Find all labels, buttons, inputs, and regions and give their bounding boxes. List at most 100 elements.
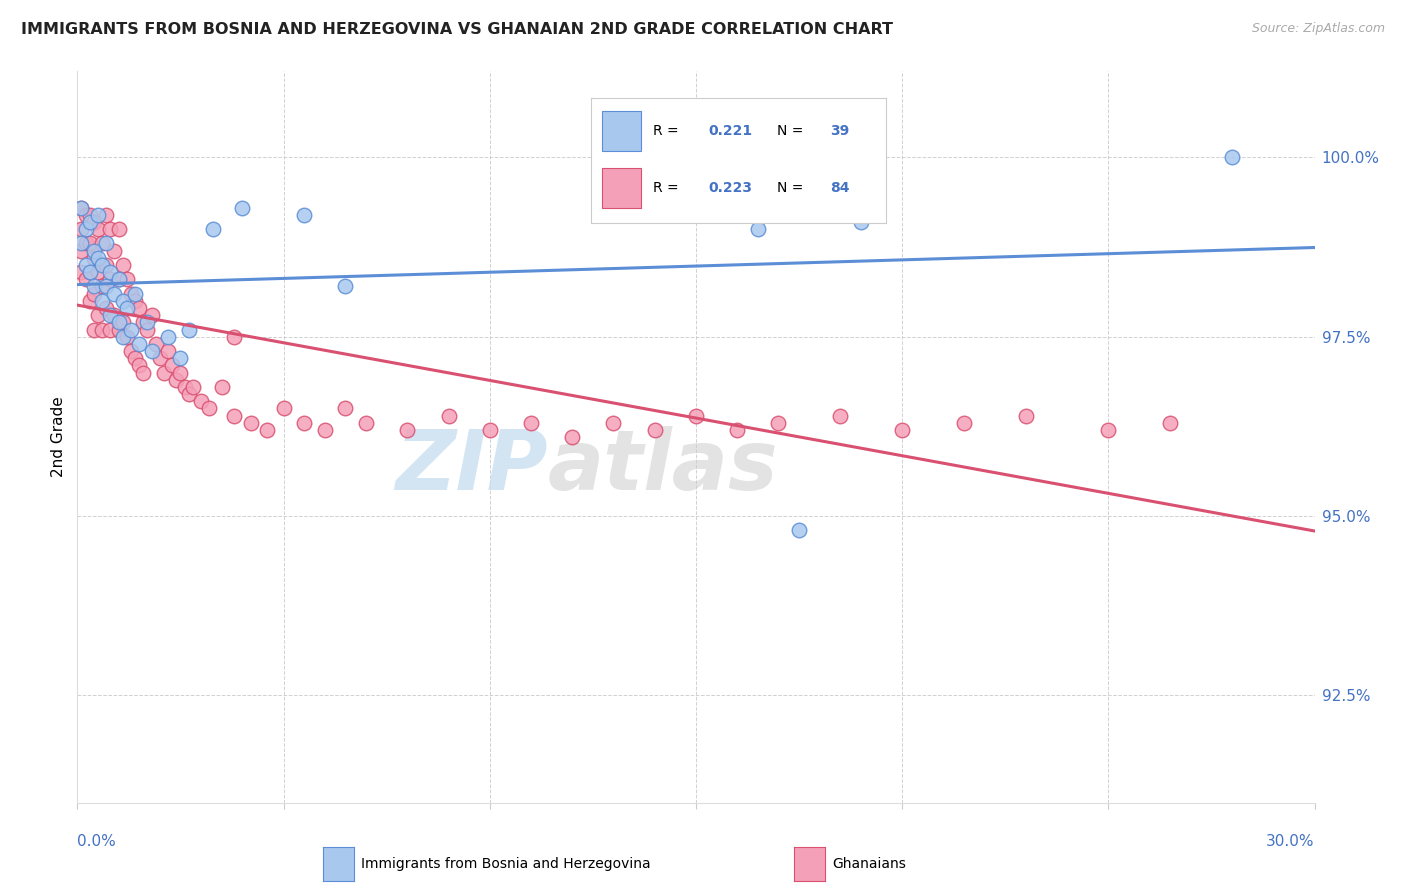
Point [747, 222, 769, 236]
Point [103, 286, 125, 301]
Point [292, 416, 315, 430]
Text: 30.0%: 30.0% [1267, 834, 1315, 849]
Point [83, 286, 105, 301]
Bar [602, 168, 641, 208]
Text: atlas: atlas [547, 425, 778, 507]
Point [120, 322, 142, 336]
Point [96, 208, 118, 222]
Text: 0.223: 0.223 [709, 181, 752, 195]
Point [75, 236, 97, 251]
Point [83, 244, 105, 258]
Text: R =: R = [652, 181, 682, 195]
Point [115, 329, 138, 343]
Point [124, 293, 146, 308]
Point [91, 293, 114, 308]
Point [103, 244, 125, 258]
Point [953, 416, 976, 430]
Point [222, 329, 245, 343]
Point [96, 236, 118, 251]
Point [335, 279, 357, 293]
Point [98, 322, 121, 336]
Text: 39: 39 [830, 124, 849, 137]
Point [70, 222, 93, 236]
Point [120, 286, 142, 301]
Point [75, 272, 97, 286]
Point [190, 394, 212, 409]
Point [141, 344, 163, 359]
Point [202, 222, 225, 236]
Text: 84: 84 [830, 181, 849, 195]
Text: Immigrants from Bosnia and Herzegovina: Immigrants from Bosnia and Herzegovina [361, 857, 651, 871]
Point [115, 272, 138, 286]
Point [157, 344, 180, 359]
Y-axis label: 2nd Grade: 2nd Grade [51, 397, 66, 477]
Point [128, 359, 150, 373]
Point [561, 430, 583, 444]
Point [83, 251, 105, 265]
Point [79, 265, 101, 279]
Point [136, 315, 159, 329]
Point [128, 301, 150, 315]
Point [124, 351, 146, 366]
Point [830, 409, 852, 423]
Point [79, 215, 101, 229]
Point [1220, 150, 1243, 164]
Point [314, 423, 336, 437]
Point [111, 293, 134, 308]
Point [75, 258, 97, 272]
Point [165, 373, 187, 387]
Point [1097, 423, 1119, 437]
Point [98, 272, 121, 286]
Point [83, 322, 105, 336]
Point [685, 409, 707, 423]
Point [664, 201, 686, 215]
Point [602, 416, 624, 430]
Point [153, 366, 176, 380]
Point [136, 322, 159, 336]
Point [520, 416, 543, 430]
Point [111, 329, 134, 343]
Point [70, 265, 93, 279]
Point [107, 322, 129, 336]
Point [96, 301, 118, 315]
Point [79, 293, 101, 308]
Point [787, 524, 810, 538]
Text: 0.221: 0.221 [709, 124, 752, 137]
Point [87, 265, 110, 279]
Point [231, 201, 253, 215]
Point [107, 222, 129, 236]
Point [98, 265, 121, 279]
Point [91, 258, 114, 272]
Point [145, 336, 167, 351]
Point [96, 279, 118, 293]
Point [437, 409, 460, 423]
Text: ZIP: ZIP [395, 425, 547, 507]
Point [169, 351, 191, 366]
Point [256, 423, 278, 437]
Point [107, 272, 129, 286]
Point [83, 279, 105, 293]
Point [79, 208, 101, 222]
Point [70, 201, 93, 215]
Point [107, 272, 129, 286]
Point [1015, 409, 1038, 423]
Text: Source: ZipAtlas.com: Source: ZipAtlas.com [1251, 22, 1385, 36]
Point [292, 208, 315, 222]
Point [75, 222, 97, 236]
Point [111, 315, 134, 329]
Point [177, 387, 200, 401]
Text: Ghanaians: Ghanaians [832, 857, 907, 871]
Point [173, 380, 195, 394]
Text: R =: R = [652, 124, 682, 137]
Point [725, 423, 748, 437]
Point [644, 423, 666, 437]
Point [91, 279, 114, 293]
Point [91, 322, 114, 336]
Point [107, 315, 129, 329]
Point [354, 416, 377, 430]
Point [96, 258, 118, 272]
Point [111, 258, 134, 272]
Point [211, 380, 233, 394]
Point [335, 401, 357, 416]
Point [98, 308, 121, 322]
